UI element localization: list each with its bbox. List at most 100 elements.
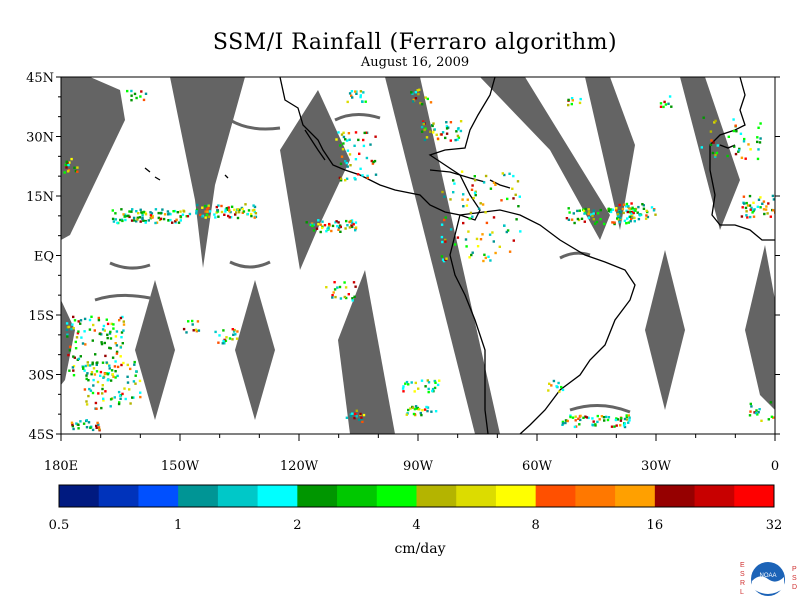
rain-pixel — [757, 148, 760, 151]
rain-pixel — [105, 372, 108, 375]
rain-pixel — [229, 216, 233, 219]
rain-pixel — [420, 379, 424, 382]
rain-pixel — [366, 176, 369, 180]
rain-pixel — [231, 328, 234, 331]
rain-pixel — [109, 398, 113, 401]
rain-pixel — [244, 203, 247, 206]
rain-pixel — [118, 319, 121, 322]
rain-pixel — [122, 323, 126, 326]
rain-pixel — [337, 226, 341, 230]
rain-pixel — [459, 129, 463, 133]
rain-pixel — [592, 218, 595, 221]
rain-pixel — [348, 138, 351, 141]
rain-pixel — [759, 137, 762, 140]
rain-pixel — [436, 137, 440, 140]
rain-pixel — [441, 240, 444, 244]
rain-pixel — [567, 218, 571, 221]
rain-pixel — [606, 418, 610, 422]
rain-pixel — [420, 103, 424, 106]
rain-pixel — [71, 423, 74, 426]
rain-pixel — [355, 415, 358, 418]
rain-pixel — [565, 217, 569, 220]
rain-pixel — [109, 347, 112, 350]
rain-pixel — [444, 240, 447, 243]
rain-pixel — [232, 330, 236, 333]
rain-pixel — [344, 286, 348, 289]
rain-pixel — [362, 144, 366, 148]
rain-pixel — [124, 213, 127, 216]
rain-pixel — [443, 195, 446, 198]
rain-pixel — [452, 179, 455, 182]
rain-pixel — [746, 216, 749, 219]
rain-pixel — [351, 96, 354, 99]
rain-pixel — [342, 142, 345, 145]
rain-pixels — [63, 88, 775, 432]
rain-pixel — [102, 399, 105, 402]
rain-pixel — [253, 208, 256, 212]
rain-pixel — [335, 138, 338, 141]
rain-pixel — [423, 138, 427, 142]
rain-pixel — [585, 416, 589, 419]
rain-pixel — [614, 209, 618, 212]
rain-pixel — [149, 211, 152, 214]
rain-pixel — [642, 204, 645, 207]
rain-pixel — [325, 230, 328, 233]
rain-pixel — [151, 215, 154, 218]
rain-pixel — [353, 295, 356, 298]
rain-pixel — [88, 364, 92, 367]
rain-pixel — [426, 379, 429, 382]
rain-pixel — [93, 373, 97, 376]
rain-pixel — [555, 385, 558, 388]
rain-pixel — [570, 218, 574, 221]
rain-pixel — [752, 201, 755, 204]
rain-pixel — [625, 209, 628, 212]
rain-pixel — [599, 208, 602, 212]
rain-pixel — [351, 297, 354, 300]
rain-pixel — [119, 316, 123, 320]
rain-pixel — [473, 179, 477, 182]
rain-pixel — [182, 210, 186, 213]
rain-pixel — [83, 388, 87, 391]
rain-pixel — [619, 210, 622, 214]
rain-pixel — [429, 101, 433, 104]
rain-pixel — [623, 417, 627, 421]
rain-pixel — [471, 251, 474, 254]
rain-pixel — [355, 90, 358, 93]
rain-pixel — [120, 208, 123, 211]
rain-pixel — [445, 127, 449, 130]
rain-pixel — [607, 209, 611, 213]
rain-pixel — [124, 218, 127, 222]
rain-pixel — [582, 416, 585, 419]
rain-pixel — [241, 207, 244, 211]
colorbar-swatch — [734, 485, 775, 507]
rain-pixel — [131, 208, 134, 211]
rain-pixel — [132, 380, 136, 383]
rain-pixel — [132, 396, 135, 399]
rain-pixel — [622, 211, 625, 215]
rain-pixel — [611, 221, 614, 224]
rain-pixel — [225, 207, 228, 210]
rain-pixel — [195, 330, 198, 333]
rain-pixel — [641, 203, 644, 206]
rain-pixel — [69, 345, 72, 348]
rain-pixel — [351, 299, 354, 302]
swath-gap — [61, 77, 125, 240]
rain-pixel — [751, 208, 754, 211]
rain-pixel — [351, 225, 354, 229]
rain-pixel — [236, 208, 240, 211]
rain-pixel — [421, 409, 424, 412]
rain-pixel — [346, 100, 349, 104]
rain-pixel — [130, 219, 134, 222]
rain-pixel — [761, 202, 764, 205]
rain-pixel — [484, 174, 488, 178]
rain-pixel — [650, 206, 654, 209]
rain-pixel — [106, 336, 109, 340]
rain-pixel — [369, 143, 372, 146]
lon-tick-label: 180E — [44, 459, 78, 474]
rain-pixel — [732, 118, 735, 121]
rain-pixel — [600, 415, 604, 418]
rain-pixel — [347, 132, 351, 135]
rain-pixel — [652, 209, 656, 212]
rain-pixel — [100, 333, 103, 336]
